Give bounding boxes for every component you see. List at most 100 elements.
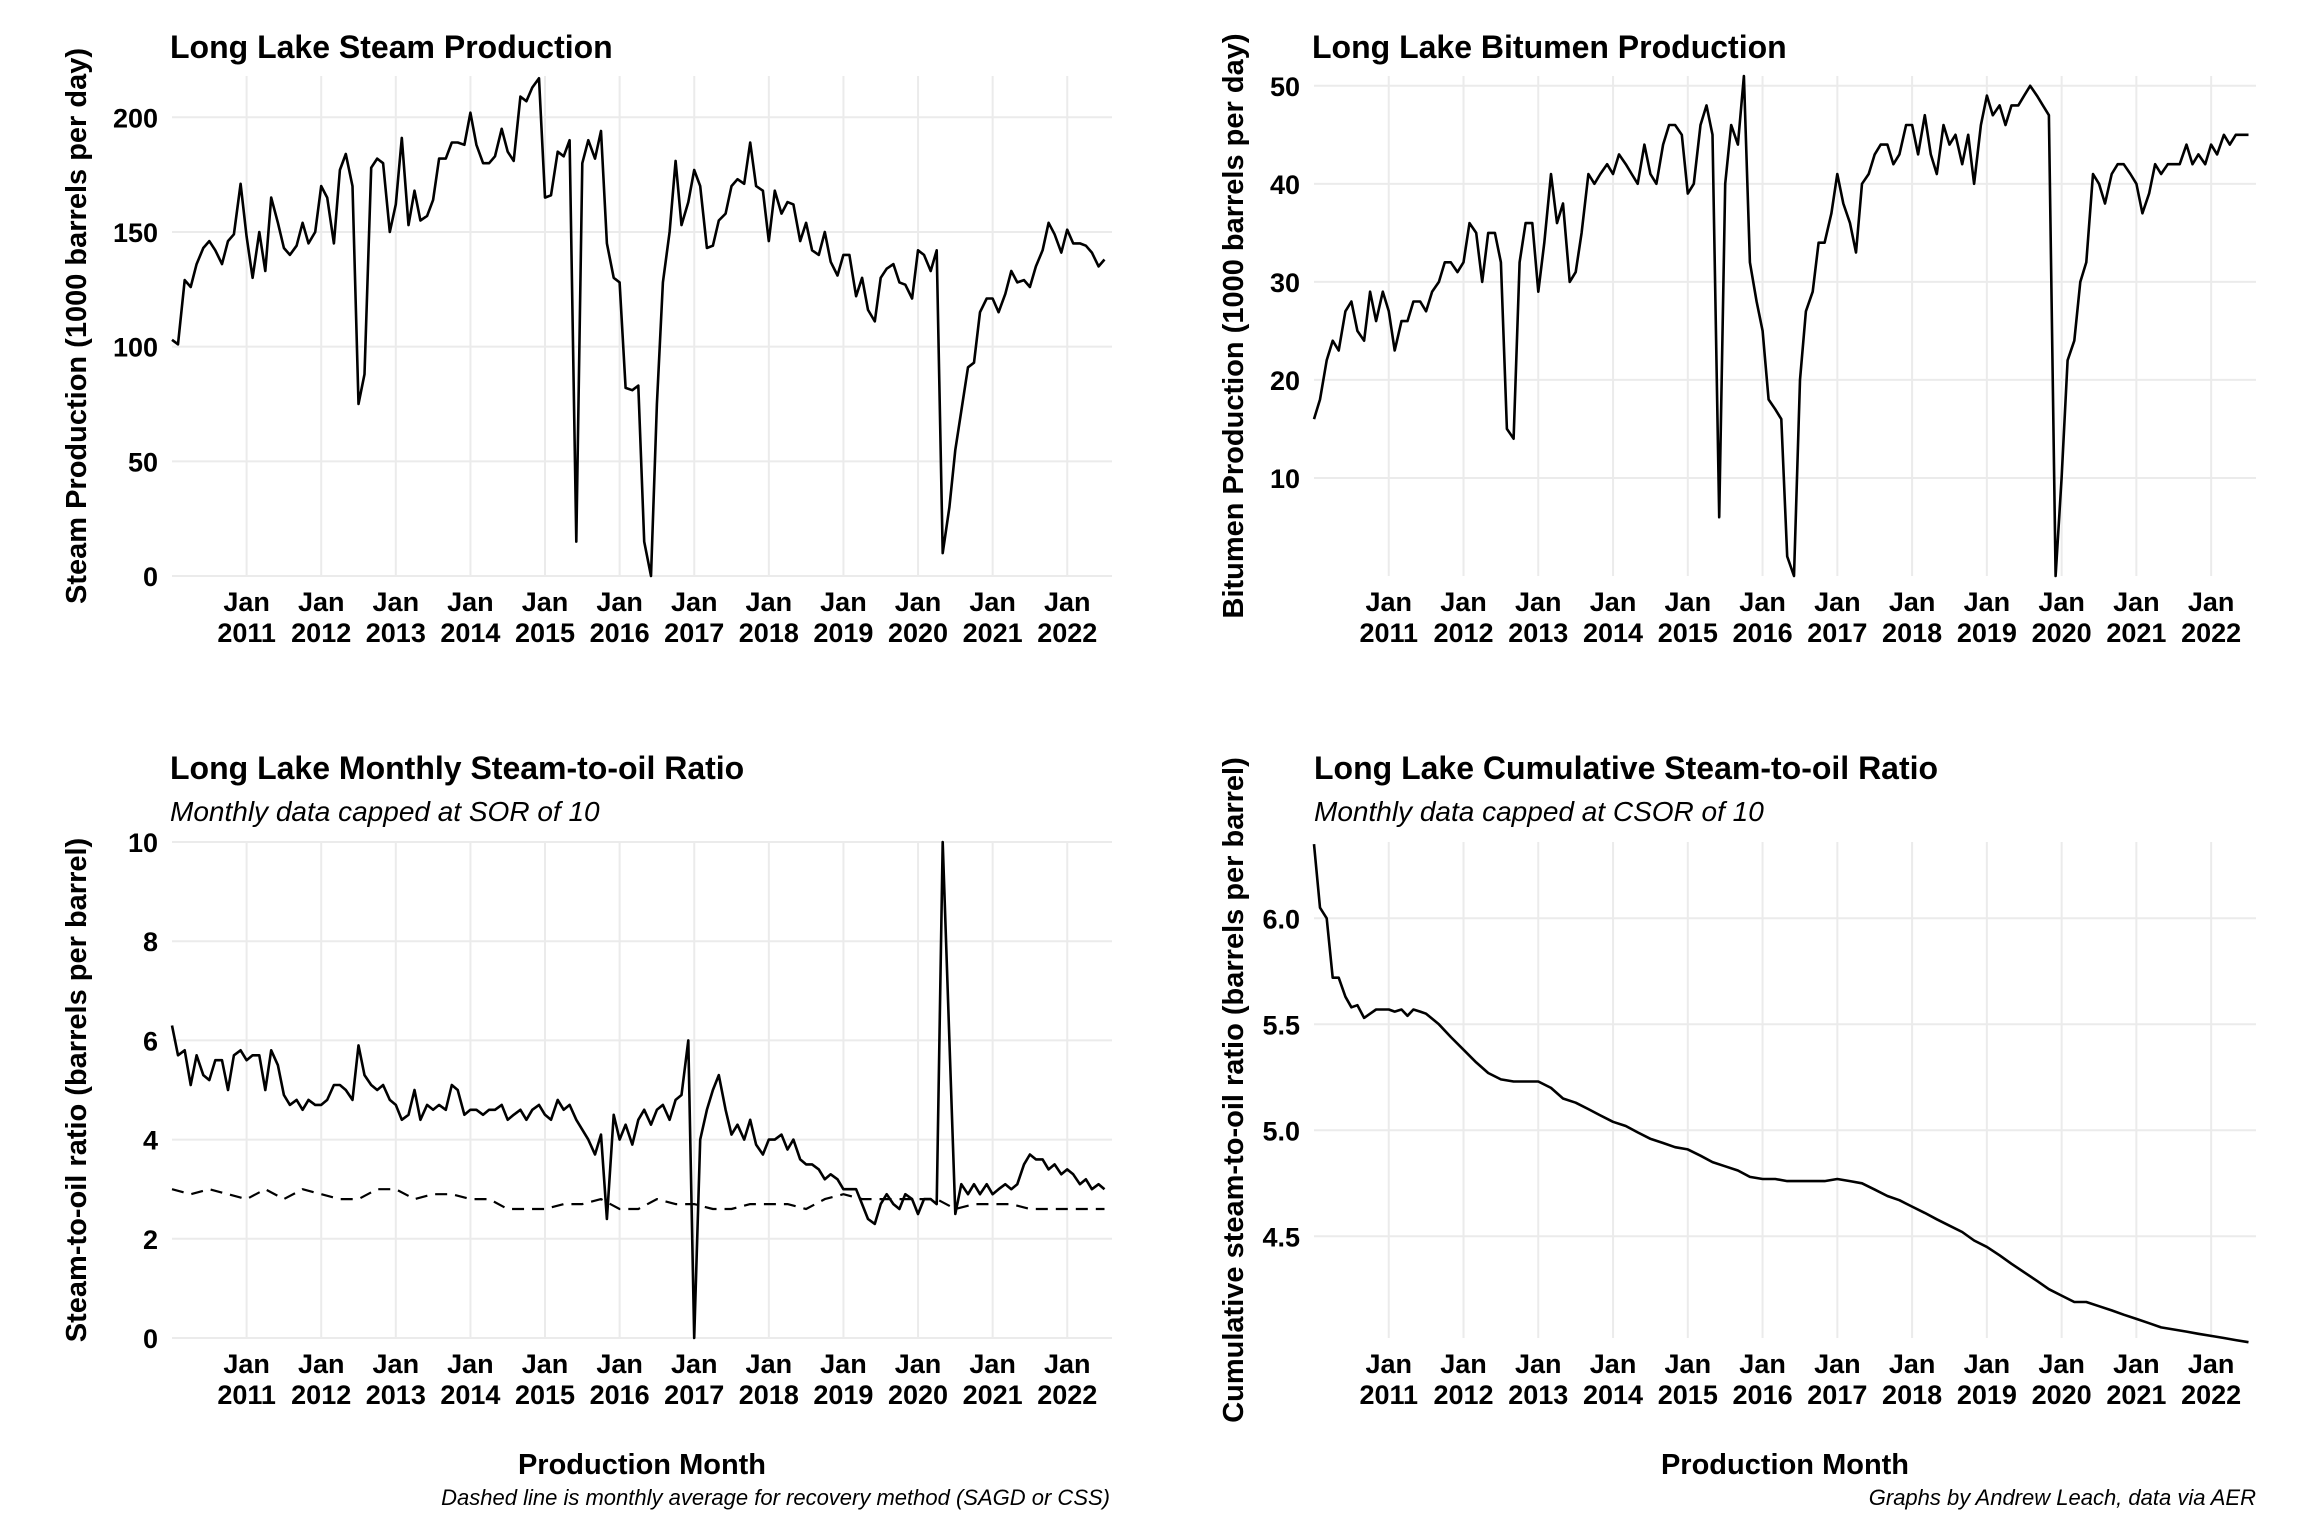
series-line-dashed [171, 1188, 1105, 1211]
y-tick-label: 10 [128, 828, 158, 858]
y-axis-label: Steam Production (1000 barrels per day) [61, 48, 93, 604]
x-tick-label-year: 2019 [1957, 618, 2017, 648]
x-tick-label-month: Jan [522, 587, 569, 617]
x-tick-label-month: Jan [522, 1349, 569, 1379]
x-tick-label-year: 2011 [1359, 1380, 1418, 1410]
x-tick-label-year: 2021 [963, 618, 1023, 648]
x-tick-label-year: 2018 [1882, 1380, 1942, 1410]
x-tick-label-month: Jan [2188, 587, 2235, 617]
y-tick-label: 5.0 [1262, 1116, 1300, 1146]
x-tick-label-month: Jan [746, 587, 793, 617]
x-tick-label-month: Jan [746, 1349, 793, 1379]
x-tick-label-year: 2017 [1807, 618, 1867, 648]
x-tick-label-year: 2015 [1658, 1380, 1718, 1410]
y-tick-label: 150 [113, 218, 158, 248]
chart-subtitle: Monthly data capped at CSOR of 10 [1314, 796, 1764, 827]
caption-left: Dashed line is monthly average for recov… [441, 1485, 1110, 1510]
x-tick-label-month: Jan [298, 587, 345, 617]
x-tick-label-month: Jan [2113, 587, 2160, 617]
x-tick-label-month: Jan [969, 1349, 1016, 1379]
x-tick-label-year: 2016 [1733, 1380, 1793, 1410]
x-tick-label-year: 2017 [664, 1380, 724, 1410]
x-tick-label-month: Jan [820, 587, 867, 617]
x-tick-label-year: 2019 [813, 1380, 873, 1410]
chart-subtitle: Monthly data capped at SOR of 10 [170, 796, 600, 827]
x-tick-label-month: Jan [298, 1349, 345, 1379]
x-tick-label-year: 2018 [739, 1380, 799, 1410]
chart-panel-steam: 050100150200Jan2011Jan2012Jan2013Jan2014… [61, 29, 1112, 648]
x-tick-label-month: Jan [2038, 1349, 2085, 1379]
x-tick-label-year: 2018 [739, 618, 799, 648]
x-tick-label-month: Jan [223, 587, 270, 617]
y-tick-label: 50 [128, 447, 158, 477]
x-tick-label-year: 2012 [1433, 1380, 1493, 1410]
y-tick-label: 50 [1270, 72, 1300, 102]
x-tick-label-month: Jan [1515, 1349, 1562, 1379]
y-axis-label: Cumulative steam-to-oil ratio (barrels p… [1218, 757, 1250, 1423]
series-line-solid [170, 840, 1106, 1340]
x-tick-label-year: 2020 [888, 618, 948, 648]
x-tick-label-year: 2020 [2032, 1380, 2092, 1410]
series-line-solid [1312, 843, 2249, 1344]
x-tick-label-month: Jan [223, 1349, 270, 1379]
x-tick-label-month: Jan [2188, 1349, 2235, 1379]
chart-title: Long Lake Steam Production [170, 29, 613, 65]
y-tick-label: 100 [113, 333, 158, 363]
x-tick-label-year: 2011 [1359, 618, 1418, 648]
x-tick-label-year: 2016 [590, 618, 650, 648]
y-tick-label: 8 [143, 927, 158, 957]
y-tick-label: 2 [143, 1225, 158, 1255]
y-tick-label: 30 [1270, 268, 1300, 298]
x-tick-label-month: Jan [373, 587, 420, 617]
x-tick-label-month: Jan [1665, 1349, 1712, 1379]
y-tick-label: 4 [143, 1126, 158, 1156]
x-tick-label-year: 2014 [440, 618, 500, 648]
x-tick-label-year: 2014 [1583, 618, 1643, 648]
x-tick-label-month: Jan [1814, 1349, 1861, 1379]
x-tick-label-month: Jan [1590, 1349, 1637, 1379]
x-tick-label-month: Jan [1739, 587, 1786, 617]
x-tick-label-year: 2011 [217, 618, 276, 648]
x-tick-label-month: Jan [1440, 587, 1487, 617]
y-tick-label: 20 [1270, 366, 1300, 396]
x-tick-label-year: 2013 [1508, 1380, 1568, 1410]
chart-title: Long Lake Monthly Steam-to-oil Ratio [170, 750, 744, 786]
x-tick-label-month: Jan [1590, 587, 1637, 617]
x-tick-label-month: Jan [1440, 1349, 1487, 1379]
x-tick-label-year: 2016 [590, 1380, 650, 1410]
x-tick-label-month: Jan [1515, 587, 1562, 617]
series-line-solid [171, 77, 1106, 578]
x-tick-label-month: Jan [671, 1349, 718, 1379]
x-tick-label-month: Jan [447, 587, 494, 617]
y-tick-label: 200 [113, 103, 158, 133]
x-tick-label-month: Jan [1044, 1349, 1091, 1379]
x-tick-label-year: 2021 [2106, 618, 2166, 648]
x-tick-label-month: Jan [1365, 587, 1412, 617]
x-tick-label-year: 2013 [366, 1380, 426, 1410]
x-tick-label-year: 2013 [366, 618, 426, 648]
x-tick-label-month: Jan [596, 1349, 643, 1379]
x-tick-label-year: 2018 [1882, 618, 1942, 648]
y-tick-label: 6 [143, 1026, 158, 1056]
x-tick-label-month: Jan [895, 587, 942, 617]
x-tick-label-month: Jan [671, 587, 718, 617]
y-tick-label: 5.5 [1262, 1010, 1300, 1040]
x-axis-label: Production Month [1661, 1449, 1909, 1481]
chart-panel-sor: 0246810Jan2011Jan2012Jan2013Jan2014Jan20… [61, 750, 1112, 1481]
x-tick-label-month: Jan [1964, 587, 2011, 617]
x-tick-label-month: Jan [969, 587, 1016, 617]
chart-panel-bitumen: 1020304050Jan2011Jan2012Jan2013Jan2014Ja… [1218, 29, 2256, 648]
y-tick-label: 6.0 [1262, 904, 1300, 934]
x-tick-label-year: 2022 [1037, 618, 1097, 648]
x-tick-label-month: Jan [1814, 587, 1861, 617]
caption-right: Graphs by Andrew Leach, data via AER [1869, 1485, 2256, 1510]
x-tick-label-month: Jan [1889, 1349, 1936, 1379]
x-tick-label-year: 2020 [888, 1380, 948, 1410]
x-tick-label-year: 2012 [1433, 618, 1493, 648]
x-tick-label-month: Jan [2113, 1349, 2160, 1379]
x-tick-label-year: 2022 [1037, 1380, 1097, 1410]
x-tick-label-year: 2015 [515, 1380, 575, 1410]
x-tick-label-year: 2021 [2106, 1380, 2166, 1410]
y-tick-label: 0 [143, 1324, 158, 1354]
